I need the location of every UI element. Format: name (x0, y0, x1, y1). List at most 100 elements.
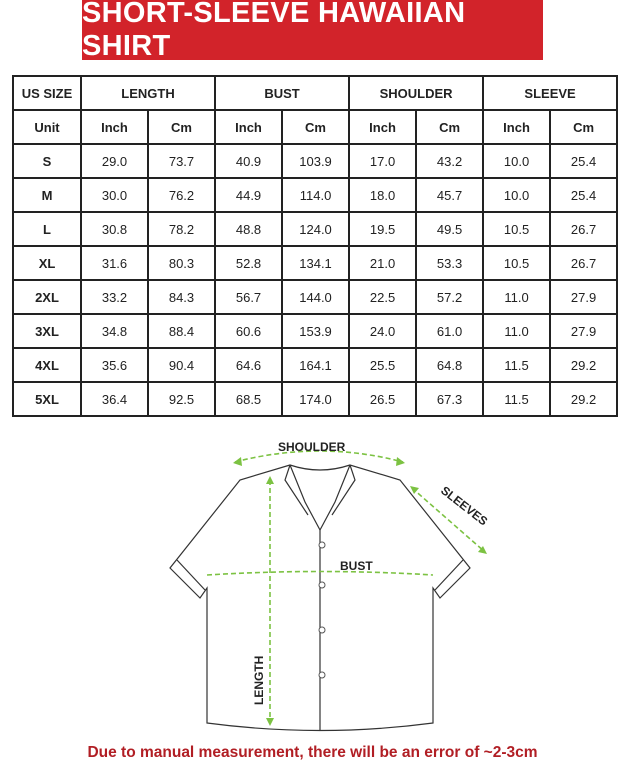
unit-header: Cm (415, 109, 485, 145)
table-cell: 67.3 (415, 381, 485, 417)
table-cell: 26.7 (549, 245, 619, 281)
unit-header: Inch (348, 109, 418, 145)
shirt-diagram: SHOULDER SLEEVES BUST LENGTH (169, 440, 490, 732)
table-cell: 52.8 (214, 245, 284, 281)
table-cell: 31.6 (80, 245, 149, 281)
table-row: L 30.8 78.2 48.8 124.0 19.5 49.5 10.5 26.7 (12, 211, 619, 247)
table-cell: 164.1 (281, 347, 351, 383)
bust-label: BUST (340, 559, 373, 573)
table-cell: 30.8 (80, 211, 149, 247)
table-cell: 21.0 (348, 245, 418, 281)
column-header: US SIZE (12, 75, 82, 111)
table-cell: 25.4 (549, 143, 619, 179)
table-row: M 30.0 76.2 44.9 114.0 18.0 45.7 10.0 25.4 (12, 177, 619, 213)
table-cell: 11.0 (482, 313, 552, 349)
table-cell: 25.5 (348, 347, 418, 383)
measurement-note: Due to manual measurement, there will be… (87, 744, 538, 761)
table-cell: 11.0 (482, 279, 552, 315)
collar (284, 464, 356, 532)
table-row: 4XL 35.6 90.4 64.6 164.1 25.5 64.8 11.5 29.2 (12, 347, 619, 383)
table-cell: 134.1 (281, 245, 351, 281)
sleeve-arrow (411, 487, 486, 553)
table-cell: 40.9 (214, 143, 284, 179)
table-cell: 34.8 (80, 313, 149, 349)
table-cell: 27.9 (549, 279, 619, 315)
table-cell: 35.6 (80, 347, 149, 383)
table-cell: 22.5 (348, 279, 418, 315)
page-title: SHORT-SLEEVE HAWAIIAN SHIRT (82, 0, 543, 62)
table-cell: 124.0 (281, 211, 351, 247)
size-label: XL (12, 245, 82, 281)
header-row: US SIZE LENGTH BUST SHOULDER SLEEVE (12, 75, 619, 111)
column-header: SLEEVE (482, 75, 619, 111)
table-cell: 49.5 (415, 211, 485, 247)
unit-header: Cm (281, 109, 351, 145)
column-header: BUST (214, 75, 351, 111)
table-cell: 88.4 (146, 313, 217, 349)
table-cell: 78.2 (146, 211, 217, 247)
table-cell: 76.2 (146, 177, 217, 213)
table-cell: 10.0 (482, 143, 552, 179)
table-cell: 10.5 (482, 211, 552, 247)
table-cell: 29.0 (80, 143, 149, 179)
table-cell: 18.0 (348, 177, 418, 213)
table-cell: 53.3 (415, 245, 485, 281)
table-cell: 64.8 (415, 347, 485, 383)
table-cell: 19.5 (348, 211, 418, 247)
column-header: SHOULDER (348, 75, 485, 111)
table-cell: 103.9 (281, 143, 351, 179)
size-chart-table: US SIZE LENGTH BUST SHOULDER SLEEVE Unit Inch C… (12, 75, 619, 417)
column-header: LENGTH (79, 75, 217, 111)
table-cell: 92.5 (146, 381, 217, 417)
unit-header: Unit (12, 109, 82, 145)
table-cell: 90.4 (146, 347, 217, 383)
size-label: L (12, 211, 82, 247)
table-cell: 27.9 (549, 313, 619, 349)
table-cell: 26.5 (348, 381, 418, 417)
table-cell: 56.7 (214, 279, 284, 315)
size-label: 3XL (12, 313, 82, 349)
table-cell: 33.2 (80, 279, 149, 315)
unit-header: Inch (80, 109, 149, 145)
table-cell: 29.2 (549, 381, 619, 417)
table-cell: 26.7 (549, 211, 619, 247)
table-cell: 144.0 (281, 279, 351, 315)
table-cell: 73.7 (146, 143, 217, 179)
size-label: M (12, 177, 82, 213)
shoulder-arrow (234, 450, 404, 463)
table-row: 2XL 33.2 84.3 56.7 144.0 22.5 57.2 11.0 27.9 (12, 279, 619, 315)
size-label: 2XL (12, 279, 82, 315)
table-cell: 45.7 (415, 177, 485, 213)
table-cell: 10.5 (482, 245, 552, 281)
table-cell: 64.6 (214, 347, 284, 383)
table-cell: 48.8 (214, 211, 284, 247)
bust-arrow (206, 570, 434, 576)
table-cell: 84.3 (146, 279, 217, 315)
table-cell: 11.5 (482, 347, 552, 383)
table-cell: 10.0 (482, 177, 552, 213)
table-row: 3XL 34.8 88.4 60.6 153.9 24.0 61.0 11.0 27.9 (12, 313, 619, 349)
table-cell: 29.2 (549, 347, 619, 383)
unit-header: Inch (482, 109, 552, 145)
table-cell: 36.4 (80, 381, 149, 417)
table-cell: 61.0 (415, 313, 485, 349)
shirt-outline (169, 464, 471, 732)
table-row: XL 31.6 80.3 52.8 134.1 21.0 53.3 10.5 26.7 (12, 245, 619, 281)
unit-row: Unit Inch Cm Inch Cm Inch Cm Inch Cm (12, 109, 619, 145)
size-label: S (12, 143, 82, 179)
table-cell: 60.6 (214, 313, 284, 349)
table-cell: 24.0 (348, 313, 418, 349)
table-cell: 43.2 (415, 143, 485, 179)
unit-header: Inch (214, 109, 284, 145)
unit-header: Cm (549, 109, 619, 145)
table-cell: 25.4 (549, 177, 619, 213)
table-cell: 11.5 (482, 381, 552, 417)
size-label: 4XL (12, 347, 82, 383)
table-cell: 44.9 (214, 177, 284, 213)
sleeves-label: SLEEVES (438, 483, 490, 528)
table-row: S 29.0 73.7 40.9 103.9 17.0 43.2 10.0 25.4 (12, 143, 619, 179)
table-cell: 114.0 (281, 177, 351, 213)
shoulder-label: SHOULDER (278, 440, 346, 454)
length-label: LENGTH (252, 656, 266, 705)
table-cell: 174.0 (281, 381, 351, 417)
